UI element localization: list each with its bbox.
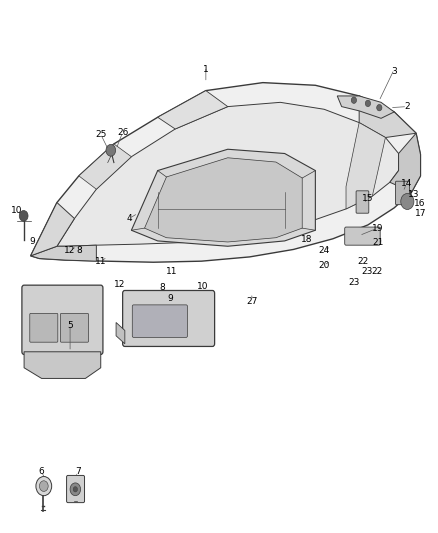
Text: 12: 12 [114, 280, 126, 288]
Text: 8: 8 [76, 246, 82, 255]
Text: 9: 9 [167, 294, 173, 303]
Polygon shape [359, 96, 416, 138]
Polygon shape [158, 91, 228, 129]
Text: 15: 15 [362, 194, 374, 203]
FancyBboxPatch shape [356, 191, 369, 213]
FancyBboxPatch shape [22, 285, 103, 354]
Polygon shape [31, 245, 96, 261]
FancyBboxPatch shape [67, 475, 85, 503]
Text: 24: 24 [318, 246, 330, 255]
Text: 19: 19 [372, 224, 383, 232]
Text: 12: 12 [64, 246, 76, 255]
Text: 10: 10 [197, 282, 208, 291]
Circle shape [19, 211, 28, 221]
Text: 8: 8 [159, 284, 165, 292]
Polygon shape [79, 144, 131, 189]
Polygon shape [116, 322, 125, 344]
Text: 17: 17 [415, 209, 426, 217]
Polygon shape [337, 96, 394, 118]
Polygon shape [145, 158, 302, 242]
Polygon shape [346, 123, 385, 209]
Text: 22: 22 [357, 257, 368, 265]
FancyBboxPatch shape [132, 305, 187, 337]
Polygon shape [24, 352, 101, 378]
Circle shape [365, 100, 371, 107]
Text: 20: 20 [318, 261, 330, 270]
FancyBboxPatch shape [123, 290, 215, 346]
Text: 21: 21 [372, 238, 383, 247]
Text: 14: 14 [401, 180, 412, 188]
FancyBboxPatch shape [396, 181, 410, 205]
Text: 7: 7 [75, 467, 81, 476]
Text: 6: 6 [39, 467, 45, 476]
Text: 11: 11 [166, 268, 177, 276]
Circle shape [70, 483, 81, 496]
Polygon shape [390, 133, 420, 192]
Text: 11: 11 [95, 257, 106, 265]
Circle shape [39, 481, 48, 491]
Text: 25: 25 [95, 130, 106, 139]
Text: 16: 16 [414, 199, 425, 208]
Circle shape [401, 193, 414, 209]
Text: 23: 23 [361, 268, 373, 276]
Text: 3: 3 [391, 68, 397, 76]
Text: 13: 13 [408, 190, 420, 199]
FancyBboxPatch shape [30, 313, 58, 342]
Polygon shape [31, 203, 74, 256]
Text: 23: 23 [348, 278, 360, 287]
Text: 10: 10 [11, 206, 22, 215]
Text: 4: 4 [127, 214, 132, 223]
FancyBboxPatch shape [60, 313, 88, 342]
Text: 27: 27 [246, 297, 258, 305]
Polygon shape [131, 149, 315, 246]
FancyBboxPatch shape [345, 227, 380, 245]
Text: 1: 1 [203, 65, 209, 74]
Text: 2: 2 [405, 102, 410, 111]
Circle shape [351, 97, 357, 103]
Text: 22: 22 [371, 268, 382, 276]
Text: 18: 18 [301, 236, 312, 244]
Circle shape [377, 104, 382, 111]
Text: 9: 9 [29, 237, 35, 246]
Text: 5: 5 [67, 321, 73, 329]
Text: 26: 26 [117, 128, 128, 136]
Polygon shape [31, 83, 420, 262]
Circle shape [106, 144, 116, 156]
Circle shape [73, 487, 78, 492]
Polygon shape [57, 102, 399, 246]
Circle shape [36, 477, 52, 496]
